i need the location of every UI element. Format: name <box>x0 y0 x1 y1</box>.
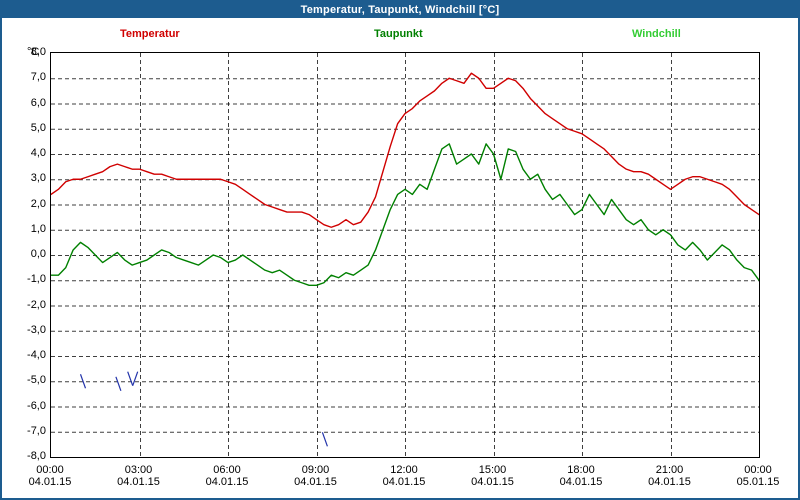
x-axis-tick-label: 15:00 04.01.15 <box>463 464 523 488</box>
x-tick-date: 04.01.15 <box>648 476 691 488</box>
wind-barb-shaft <box>79 374 87 389</box>
x-axis-tick-label: 00:00 05.01.15 <box>728 464 788 488</box>
y-axis-tick-label: -8,0 <box>27 450 46 462</box>
y-axis-tick-label: 8,0 <box>30 46 46 58</box>
y-axis-tick-label: -2,0 <box>27 298 46 311</box>
legend-item-windchill: Windchill <box>632 28 681 40</box>
x-tick-time: 00:00 <box>744 464 772 476</box>
series-line-temperatur <box>51 72 759 228</box>
x-tick-time: 03:00 <box>124 464 153 476</box>
wind-barb <box>127 371 139 386</box>
y-axis-tick-label: 0,0 <box>30 248 46 260</box>
x-axis-tick-label: 21:00 04.01.15 <box>640 464 700 488</box>
series-line-taupunkt <box>51 143 759 287</box>
y-axis-tick-label: -7,0 <box>27 424 46 437</box>
wind-barb-shaft <box>115 376 122 391</box>
x-tick-time: 18:00 <box>567 464 595 476</box>
y-axis-tick-label: 5,0 <box>30 121 46 134</box>
y-axis-tick-label: -1,0 <box>27 273 46 286</box>
chart-svg <box>51 53 759 457</box>
y-axis-tick-label: 2,0 <box>30 197 46 210</box>
x-tick-time: 06:00 <box>213 464 241 476</box>
wind-barb-shaft <box>127 371 134 386</box>
y-axis-unit-label: °C <box>27 46 40 58</box>
y-axis-tick-label: -6,0 <box>27 399 46 412</box>
x-axis-tick-label: 12:00 04.01.15 <box>374 464 434 488</box>
x-tick-date: 04.01.15 <box>294 476 337 488</box>
x-tick-time: 15:00 <box>478 464 507 476</box>
x-axis-tick-label: 00:00 04.01.15 <box>20 464 80 488</box>
x-axis-tick-label: 06:00 04.01.15 <box>197 464 257 488</box>
x-tick-time: 00:00 <box>36 464 64 476</box>
x-tick-date: 04.01.15 <box>471 476 514 488</box>
x-tick-date: 04.01.15 <box>117 476 160 488</box>
x-tick-time: 21:00 <box>655 464 684 476</box>
window-title-bar: Temperatur, Taupunkt, Windchill [°C] <box>2 2 798 18</box>
y-axis-tick-label: -5,0 <box>27 374 46 387</box>
x-tick-date: 04.01.15 <box>382 476 426 488</box>
legend-item-temperatur: Temperatur <box>120 28 180 40</box>
wind-barb <box>321 432 328 447</box>
x-axis-tick-label: 18:00 04.01.15 <box>551 464 611 488</box>
y-axis-tick-label: 4,0 <box>30 147 46 159</box>
y-axis-tick-label: 7,0 <box>30 71 46 84</box>
y-axis-tick-label: 1,0 <box>30 222 46 235</box>
x-tick-date: 04.01.15 <box>559 476 603 488</box>
y-axis-tick-label: -3,0 <box>27 323 46 336</box>
wind-barb-shaft <box>321 432 328 447</box>
x-tick-date: 04.01.15 <box>205 476 249 488</box>
y-axis-tick-label: 6,0 <box>30 96 46 109</box>
wind-barb-flag <box>132 371 139 386</box>
y-axis-tick-label: -4,0 <box>27 349 46 361</box>
wind-barb <box>115 376 122 391</box>
legend-item-taupunkt: Taupunkt <box>374 28 423 40</box>
x-tick-time: 12:00 <box>390 464 418 476</box>
wind-barb <box>79 374 87 389</box>
plot-area <box>50 52 760 458</box>
x-tick-date: 04.01.15 <box>28 476 72 488</box>
x-tick-date: 05.01.15 <box>736 476 780 488</box>
x-tick-time: 09:00 <box>301 464 330 476</box>
y-axis-tick-label: 3,0 <box>30 172 46 185</box>
x-axis-tick-label: 03:00 04.01.15 <box>109 464 169 488</box>
x-axis-tick-label: 09:00 04.01.15 <box>286 464 346 488</box>
